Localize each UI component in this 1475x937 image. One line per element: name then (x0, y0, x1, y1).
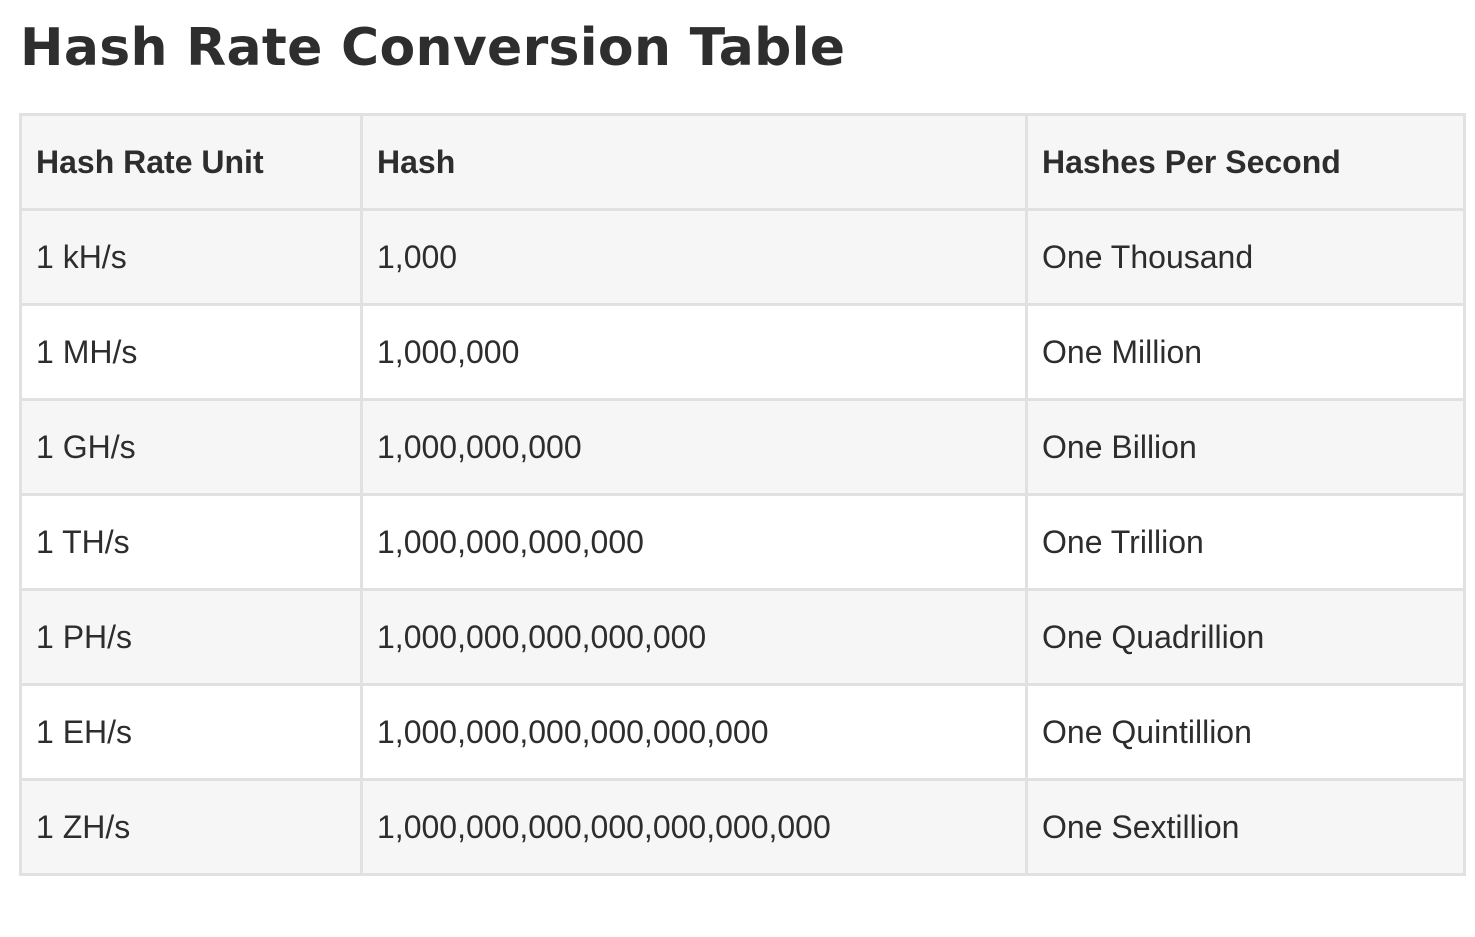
table-row: 1 MH/s 1,000,000 One Million (19, 303, 1466, 401)
conversion-table-container: Hash Rate Unit Hash Hashes Per Second 1 … (19, 113, 1466, 876)
table-row: 1 GH/s 1,000,000,000 One Billion (19, 398, 1466, 496)
cell-hash: 1,000,000,000 (360, 398, 1028, 496)
cell-unit: 1 MH/s (19, 303, 363, 401)
cell-per-second: One Million (1025, 303, 1466, 401)
cell-unit: 1 PH/s (19, 588, 363, 686)
table-row: 1 PH/s 1,000,000,000,000,000 One Quadril… (19, 588, 1466, 686)
cell-unit: 1 ZH/s (19, 778, 363, 876)
cell-unit: 1 TH/s (19, 493, 363, 591)
cell-hash: 1,000 (360, 208, 1028, 306)
cell-unit: 1 GH/s (19, 398, 363, 496)
cell-hash: 1,000,000,000,000 (360, 493, 1028, 591)
table-row: 1 TH/s 1,000,000,000,000 One Trillion (19, 493, 1466, 591)
table-row: 1 ZH/s 1,000,000,000,000,000,000,000 One… (19, 778, 1466, 876)
header-hashes-per-second: Hashes Per Second (1025, 113, 1466, 211)
cell-hash: 1,000,000 (360, 303, 1028, 401)
cell-hash: 1,000,000,000,000,000 (360, 588, 1028, 686)
cell-hash: 1,000,000,000,000,000,000,000 (360, 778, 1028, 876)
cell-per-second: One Trillion (1025, 493, 1466, 591)
header-hash-rate-unit: Hash Rate Unit (19, 113, 363, 211)
table-header-row: Hash Rate Unit Hash Hashes Per Second (19, 113, 1466, 211)
cell-per-second: One Billion (1025, 398, 1466, 496)
header-hash: Hash (360, 113, 1028, 211)
table-row: 1 kH/s 1,000 One Thousand (19, 208, 1466, 306)
cell-per-second: One Quadrillion (1025, 588, 1466, 686)
page-title: Hash Rate Conversion Table (20, 18, 846, 78)
cell-per-second: One Thousand (1025, 208, 1466, 306)
cell-per-second: One Sextillion (1025, 778, 1466, 876)
hash-rate-conversion-table: Hash Rate Unit Hash Hashes Per Second 1 … (19, 113, 1466, 876)
cell-hash: 1,000,000,000,000,000,000 (360, 683, 1028, 781)
cell-unit: 1 kH/s (19, 208, 363, 306)
cell-unit: 1 EH/s (19, 683, 363, 781)
cell-per-second: One Quintillion (1025, 683, 1466, 781)
table-row: 1 EH/s 1,000,000,000,000,000,000 One Qui… (19, 683, 1466, 781)
